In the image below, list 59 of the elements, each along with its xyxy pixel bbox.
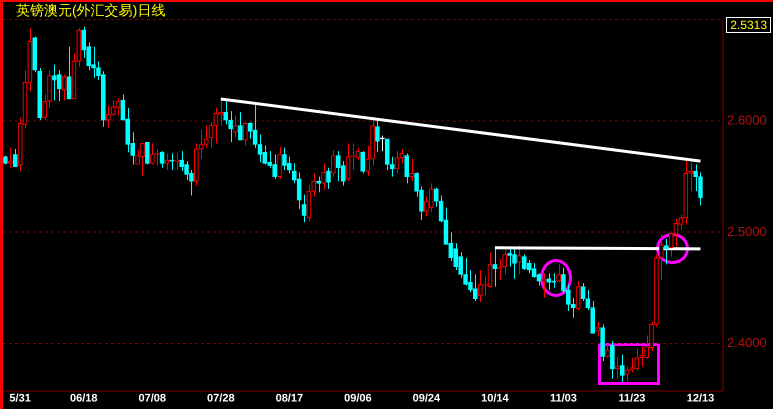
candlestick — [517, 245, 522, 275]
candlestick — [595, 322, 600, 338]
candlestick — [204, 125, 208, 148]
candlestick — [160, 150, 164, 168]
candlestick — [546, 272, 552, 290]
x-tick-label: 06/18 — [70, 392, 98, 405]
x-tick-label: 12/13 — [686, 392, 714, 405]
candlestick — [164, 152, 170, 171]
y-tick-label: 2.4000 — [727, 334, 767, 350]
candlestick — [380, 135, 385, 152]
x-tick-label: 5/31 — [9, 392, 31, 405]
x-tick-label: 10/14 — [481, 392, 510, 405]
candlestick — [605, 344, 610, 358]
candlestick — [223, 100, 228, 125]
x-tick-label: 11/23 — [618, 392, 646, 405]
chart-title: 英镑澳元(外汇交易)日线 — [16, 2, 166, 18]
candlestick — [576, 280, 580, 310]
candlestick — [277, 146, 282, 180]
candlestick — [145, 142, 150, 165]
candlestick — [404, 152, 410, 184]
candlestick — [12, 148, 18, 168]
candlestick — [198, 130, 204, 160]
candlestick — [390, 156, 394, 178]
candlestick — [542, 272, 546, 298]
candlestick — [664, 238, 669, 265]
candlestick — [56, 70, 62, 102]
candlestick — [106, 105, 111, 128]
candlestick — [478, 269, 483, 303]
x-tick-label: 11/03 — [550, 392, 577, 405]
candlestick — [242, 122, 248, 146]
text: 2.5313 — [726, 17, 771, 33]
candlestick — [624, 366, 630, 383]
candlestick — [326, 167, 331, 190]
y-tick-label: 2.5000 — [727, 224, 767, 239]
candlestick — [409, 158, 414, 182]
candlestick — [321, 162, 326, 191]
candlestick — [238, 112, 243, 141]
candlestick — [428, 182, 434, 213]
candlestick — [639, 346, 644, 368]
candlestick — [62, 74, 67, 101]
candlestick — [492, 248, 498, 288]
x-tick-label: 09/24 — [412, 392, 442, 405]
x-tick-label: 09/06 — [344, 392, 372, 405]
x-tick-label: 07/08 — [138, 392, 166, 405]
candlestick — [360, 150, 366, 174]
candlestick — [375, 120, 380, 153]
candlestick — [208, 122, 214, 148]
x-tick-label: 07/28 — [207, 392, 235, 405]
candlestick — [302, 194, 306, 223]
candlestick — [233, 115, 238, 138]
candlestick — [620, 354, 624, 383]
x-tick-label: 08/17 — [276, 392, 304, 405]
candlestick — [610, 340, 615, 380]
candlestick — [150, 142, 155, 165]
candlestick — [331, 150, 336, 178]
y-tick-label: 2.6000 — [727, 112, 767, 128]
candlestick — [614, 356, 620, 380]
candlestick — [66, 46, 72, 100]
candlestick — [556, 264, 561, 283]
